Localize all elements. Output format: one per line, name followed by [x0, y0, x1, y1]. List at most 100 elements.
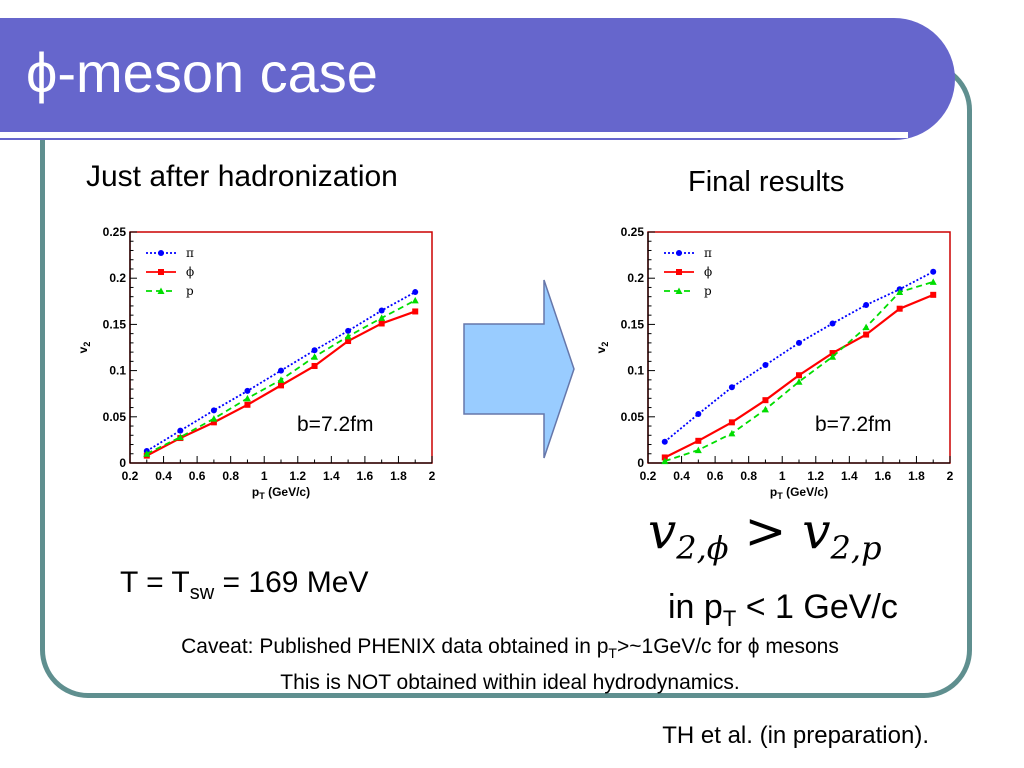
temperature-note: T = Tsw = 169 MeV [120, 566, 369, 604]
legend-marker [157, 287, 165, 294]
y-tick-label: 0.05 [103, 410, 127, 424]
data-point [930, 291, 937, 298]
data-point [311, 347, 318, 354]
data-point [695, 437, 702, 444]
x-tick-label: 0.6 [707, 469, 724, 483]
data-point [896, 288, 904, 296]
y-tick-label: 0.15 [621, 317, 645, 331]
data-point [862, 323, 870, 331]
x-tick-label: 1.6 [875, 469, 892, 483]
data-point [661, 454, 668, 461]
x-tick-label: 2 [429, 469, 436, 483]
data-point [661, 438, 668, 445]
x-tick-label: 0.4 [155, 469, 172, 483]
data-point [694, 446, 702, 454]
plot-frame [129, 231, 433, 464]
data-point [796, 339, 802, 346]
left-heading: Just after hadronization [86, 160, 398, 193]
y-tick-label: 0.25 [103, 225, 127, 239]
data-point [176, 433, 184, 441]
x-tick-label: 1.2 [807, 469, 824, 483]
data-point [761, 405, 769, 413]
y-tick-label: 0 [119, 456, 126, 470]
legend-label: p [704, 284, 712, 298]
data-point [278, 382, 284, 389]
x-tick-label: 1.6 [357, 469, 374, 483]
data-point [829, 353, 837, 360]
data-point [210, 407, 217, 414]
slide-title: ϕ-meson case [26, 40, 378, 105]
x-tick-label: 1.8 [390, 469, 407, 483]
right-arrow-icon [463, 279, 575, 459]
pt-condition: in pT < 1 GeV/c [668, 588, 898, 631]
legend-label: π [186, 246, 194, 260]
data-point [829, 350, 836, 357]
x-tick-label: 1 [779, 469, 786, 483]
y-tick-label: 0.05 [621, 410, 645, 424]
data-point [311, 353, 319, 360]
data-point [863, 301, 870, 308]
data-point [378, 307, 385, 314]
x-tick-label: 1.4 [841, 469, 858, 483]
legend-label: π [704, 246, 712, 260]
chart-final-results: 0.2 0.4 0.6 0.8 1 1.2 1.4 1.6 1.8 2 0 0.05 0.1 0.15 0.… [594, 225, 954, 501]
caveat-line-2: This is NOT obtained within ideal hydrod… [280, 671, 740, 695]
data-point [795, 378, 803, 385]
data-point [661, 457, 669, 465]
legend-marker [675, 287, 683, 294]
title-underline [0, 132, 908, 138]
data-point [411, 296, 419, 304]
x-tick-label: 1.4 [323, 469, 340, 483]
legend-label: ϕ [704, 265, 712, 279]
data-point [728, 429, 736, 437]
x-tick-label: 0.2 [640, 469, 657, 483]
data-point [277, 376, 285, 383]
data-point [378, 320, 385, 327]
y-tick-label: 0.1 [109, 364, 126, 378]
data-point [412, 308, 419, 315]
x-axis-label: pT (GeV/c) [770, 485, 828, 501]
x-tick-label: 1.8 [908, 469, 925, 483]
x-tick-label: 0.8 [740, 469, 757, 483]
x-tick-label: 1 [261, 469, 268, 483]
data-point [210, 419, 217, 426]
y-axis-label: v2 [76, 342, 92, 354]
legend-marker [676, 269, 682, 275]
chart-hadronization: 0.2 0.4 0.6 0.8 1 1.2 1.4 1.6 1.8 2 0 0.05 0.1 0.15 0.… [76, 225, 436, 501]
x-tick-label: 0.6 [189, 469, 206, 483]
data-point [244, 401, 251, 408]
data-point [930, 268, 937, 275]
v2-inequality: v2,ϕ > v2,p [648, 502, 882, 567]
y-axis-label: v2 [594, 342, 610, 354]
chart-annotation: b=7.2fm [297, 413, 373, 436]
data-point [929, 278, 937, 285]
y-tick-label: 0.25 [621, 225, 645, 239]
data-point [796, 372, 802, 379]
series-line [664, 270, 934, 443]
data-point [863, 331, 870, 338]
data-point [210, 415, 218, 422]
data-point [412, 289, 419, 296]
title-text: -meson case [57, 41, 378, 104]
data-point [762, 397, 769, 404]
data-point [243, 394, 251, 402]
data-point [829, 320, 836, 327]
x-tick-label: 0.4 [673, 469, 690, 483]
data-point [344, 332, 352, 340]
right-heading: Final results [688, 166, 845, 198]
data-point [244, 387, 251, 394]
x-tick-label: 1.2 [289, 469, 306, 483]
data-point [762, 362, 769, 369]
data-point [278, 367, 284, 374]
caveat-note: Caveat: Published PHENIX data obtained i… [60, 632, 960, 697]
y-tick-label: 0 [637, 456, 644, 470]
x-tick-label: 0.8 [222, 469, 239, 483]
legend-marker [158, 269, 164, 275]
credit-note: TH et al. (in preparation). [662, 722, 929, 749]
chart-annotation: b=7.2fm [815, 413, 891, 436]
y-tick-label: 0.2 [109, 271, 126, 285]
data-point [345, 338, 352, 345]
data-point [728, 384, 735, 391]
data-point [345, 327, 352, 334]
data-point [896, 305, 903, 312]
